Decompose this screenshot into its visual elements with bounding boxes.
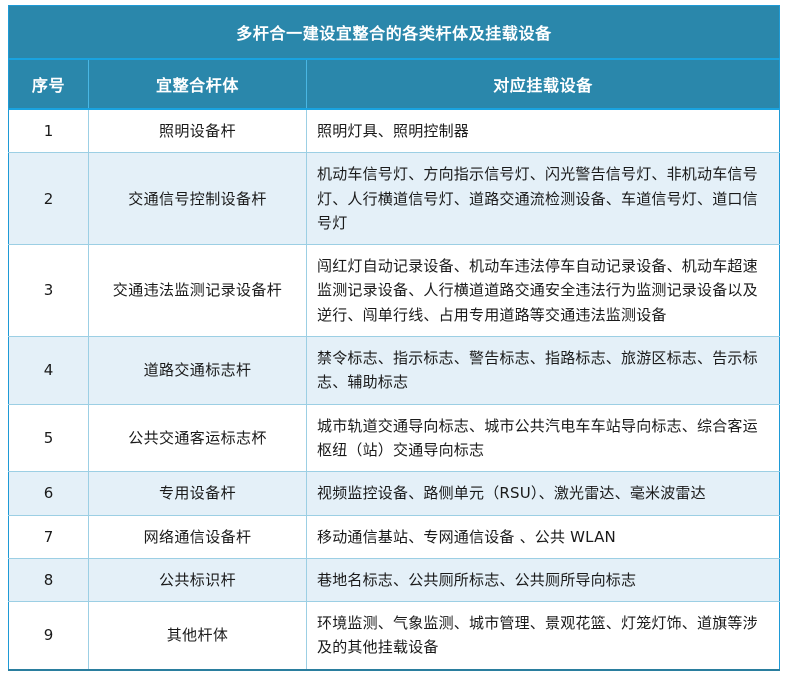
column-header-pole: 宜整合杆体	[88, 59, 307, 110]
cell-equipment: 禁令标志、指示标志、警告标志、指路标志、旅游区标志、告示标志、辅助标志	[306, 336, 780, 405]
cell-index: 5	[8, 404, 89, 473]
cell-pole: 其他杆体	[88, 601, 307, 670]
cell-equipment: 照明灯具、照明控制器	[306, 109, 780, 154]
cell-pole: 道路交通标志杆	[88, 336, 307, 405]
table-row: 6 专用设备杆 视频监控设备、路侧单元（RSU）、激光雷达、毫米波雷达	[8, 471, 780, 516]
table-row: 8 公共标识杆 巷地名标志、公共厕所标志、公共厕所导向标志	[8, 558, 780, 603]
cell-pole: 交通违法监测记录设备杆	[88, 244, 307, 338]
table-row: 3 交通违法监测记录设备杆 闯红灯自动记录设备、机动车违法停车自动记录设备、机动…	[8, 244, 780, 338]
table-row: 7 网络通信设备杆 移动通信基站、专网通信设备 、公共 WLAN	[8, 515, 780, 559]
table-title-row: 多杆合一建设宜整合的各类杆体及挂载设备	[8, 5, 780, 60]
cell-index: 3	[8, 244, 89, 338]
cell-equipment: 机动车信号灯、方向指示信号灯、闪光警告信号灯、非机动车信号灯、人行横道信号灯、道…	[306, 152, 780, 246]
cell-equipment: 环境监测、气象监测、城市管理、景观花篮、灯笼灯饰、道旗等涉及的其他挂载设备	[306, 601, 780, 670]
table-row: 9 其他杆体 环境监测、气象监测、城市管理、景观花篮、灯笼灯饰、道旗等涉及的其他…	[8, 601, 780, 670]
table-row: 1 照明设备杆 照明灯具、照明控制器	[8, 109, 780, 154]
cell-index: 4	[8, 336, 89, 405]
table-header: 多杆合一建设宜整合的各类杆体及挂载设备 序号 宜整合杆体 对应挂载设备	[8, 5, 780, 110]
cell-equipment: 巷地名标志、公共厕所标志、公共厕所导向标志	[306, 558, 780, 603]
cell-pole: 交通信号控制设备杆	[88, 152, 307, 246]
table-title: 多杆合一建设宜整合的各类杆体及挂载设备	[8, 5, 780, 60]
cell-pole: 网络通信设备杆	[88, 515, 307, 559]
pole-integration-table: 多杆合一建设宜整合的各类杆体及挂载设备 序号 宜整合杆体 对应挂载设备 1 照明…	[8, 5, 780, 671]
cell-equipment: 城市轨道交通导向标志、城市公共汽电车车站导向标志、综合客运枢纽（站）交通导向标志	[306, 404, 780, 473]
cell-pole: 公共交通客运标志杯	[88, 404, 307, 473]
cell-index: 9	[8, 601, 89, 670]
cell-equipment: 视频监控设备、路侧单元（RSU）、激光雷达、毫米波雷达	[306, 471, 780, 516]
column-header-index: 序号	[8, 59, 89, 110]
cell-index: 2	[8, 152, 89, 246]
cell-pole: 专用设备杆	[88, 471, 307, 516]
table-row: 2 交通信号控制设备杆 机动车信号灯、方向指示信号灯、闪光警告信号灯、非机动车信…	[8, 152, 780, 246]
cell-index: 8	[8, 558, 89, 603]
cell-index: 7	[8, 515, 89, 559]
cell-pole: 公共标识杆	[88, 558, 307, 603]
table-row: 5 公共交通客运标志杯 城市轨道交通导向标志、城市公共汽电车车站导向标志、综合客…	[8, 404, 780, 473]
column-header-row: 序号 宜整合杆体 对应挂载设备	[8, 59, 780, 110]
cell-equipment: 移动通信基站、专网通信设备 、公共 WLAN	[306, 515, 780, 559]
column-header-equipment: 对应挂载设备	[306, 59, 780, 110]
cell-index: 6	[8, 471, 89, 516]
table-body: 1 照明设备杆 照明灯具、照明控制器 2 交通信号控制设备杆 机动车信号灯、方向…	[8, 109, 780, 670]
cell-equipment: 闯红灯自动记录设备、机动车违法停车自动记录设备、机动车超速监测记录设备、人行横道…	[306, 244, 780, 338]
cell-pole: 照明设备杆	[88, 109, 307, 154]
cell-index: 1	[8, 109, 89, 154]
table-row: 4 道路交通标志杆 禁令标志、指示标志、警告标志、指路标志、旅游区标志、告示标志…	[8, 336, 780, 405]
